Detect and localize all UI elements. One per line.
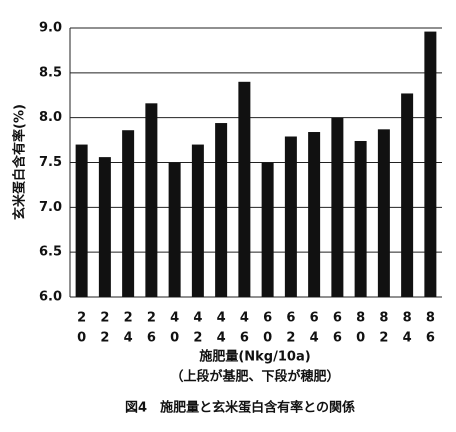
bar [238,81,251,297]
bar [284,136,297,297]
x-tick-label: 4 [403,331,412,346]
x-tick-label: 2 [100,331,109,346]
x-axis-label: 施肥量(Nkg/10a) [199,349,310,365]
y-tick-label: 7.5 [39,155,62,170]
x-tick-label: 4 [217,331,226,346]
bar [191,144,204,297]
x-tick-label: 6 [263,311,272,326]
bar [401,93,414,297]
x-tick-label: 0 [356,331,365,346]
caption: 図4 施肥量と玄米蛋白含有率との関係 [125,400,355,416]
bar [261,162,274,297]
bar [354,140,367,297]
x-tick-label: 4 [193,311,202,326]
bar [308,132,321,297]
x-tick-label: 0 [170,331,179,346]
x-tick-label: 6 [333,311,342,326]
x-tick-label: 6 [147,331,156,346]
bar [168,162,181,297]
x-tick-label: 2 [147,311,156,326]
x-tick-label: 4 [310,331,319,346]
x-axis-sublabel: （上段が基肥、下段が穂肥） [170,369,339,385]
x-tick-label: 4 [170,311,179,326]
x-tick-label: 6 [333,331,342,346]
x-tick-label: 2 [193,331,202,346]
bar [424,31,437,297]
x-tick-label: 8 [403,311,412,326]
x-tick-label: 4 [217,311,226,326]
bar [122,130,135,297]
x-tick-label: 2 [77,311,86,326]
x-tick-label: 8 [379,311,388,326]
x-tick-label: 4 [124,331,133,346]
y-tick-label: 9.0 [39,21,62,36]
bar [75,144,88,297]
x-tick-label: 2 [379,331,388,346]
x-tick-label: 2 [124,311,133,326]
x-tick-label: 0 [263,331,272,346]
y-tick-label: 6.0 [39,290,62,305]
bar [145,103,158,297]
x-tick-label: 6 [286,311,295,326]
x-tick-label: 6 [426,331,435,346]
x-tick-label: 4 [240,311,249,326]
bar [215,123,228,298]
y-tick-label: 8.0 [39,110,62,125]
y-tick-label: 8.5 [39,65,62,80]
bar [377,129,390,297]
x-tick-label: 8 [356,311,365,326]
y-axis-label: 玄米蛋白含有率(%) [12,104,28,220]
x-tick-label: 8 [426,311,435,326]
x-tick-label: 6 [240,331,249,346]
x-tick-label: 2 [100,311,109,326]
y-tick-label: 7.0 [39,200,62,215]
y-tick-label: 6.5 [39,245,62,260]
bar [98,157,111,297]
bar [331,117,344,298]
x-tick-label: 2 [286,331,295,346]
x-tick-label: 6 [310,311,319,326]
x-tick-label: 0 [77,331,86,346]
